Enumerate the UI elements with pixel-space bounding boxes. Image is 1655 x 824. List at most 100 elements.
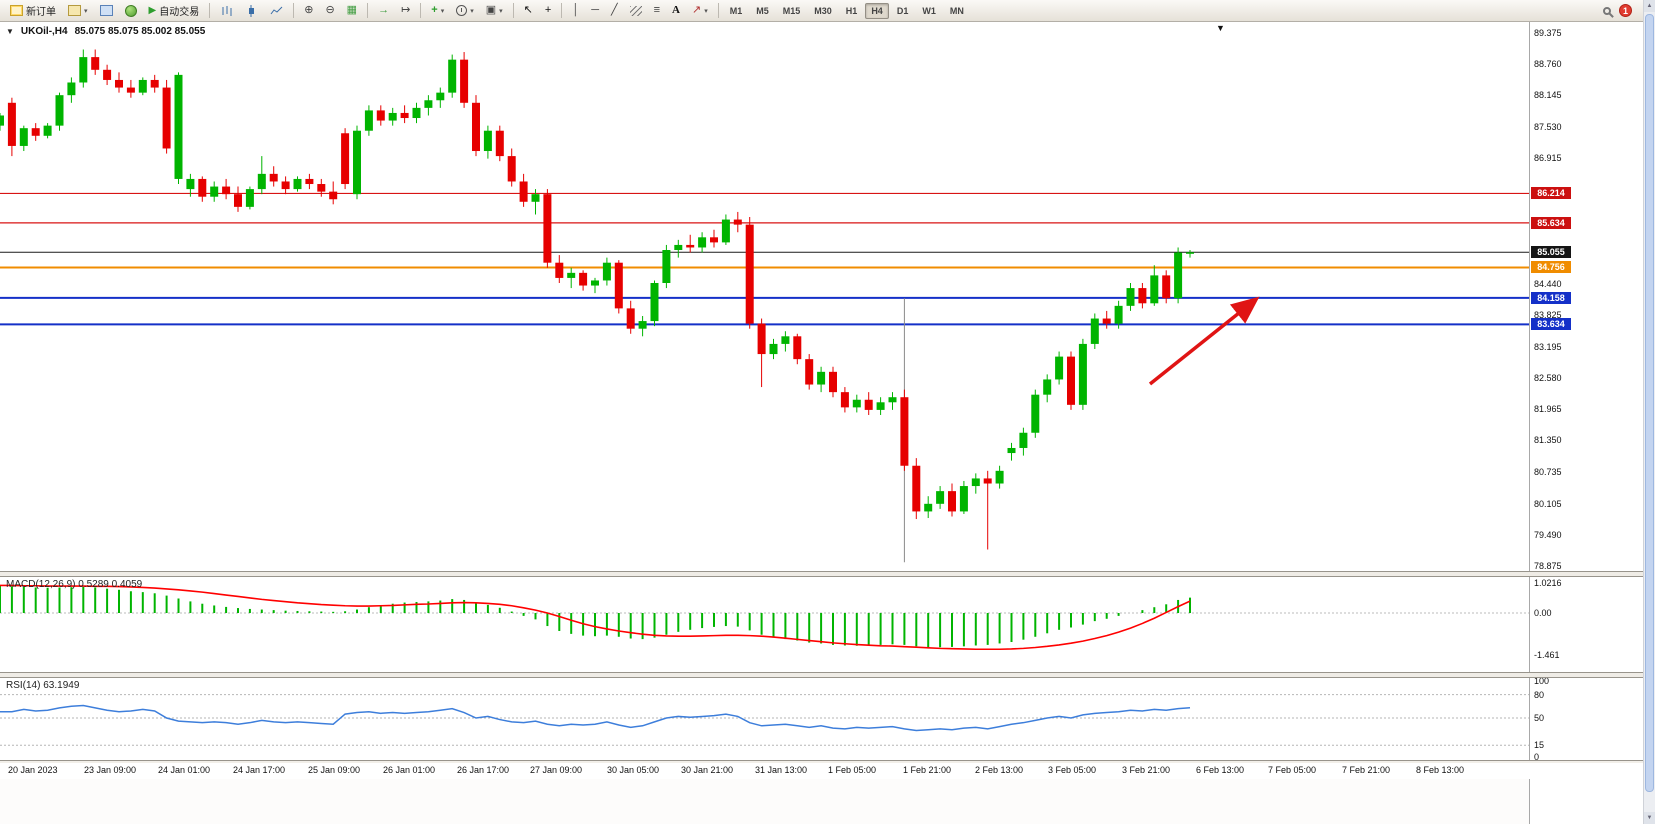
notification-badge[interactable]: 1 <box>1619 4 1632 17</box>
scrollbar-thumb[interactable] <box>1645 14 1654 792</box>
candle-body <box>733 219 742 225</box>
zoom-in-button[interactable]: ⊕ <box>299 2 318 20</box>
timeframe-mn-button[interactable]: MN <box>949 5 964 16</box>
candle-body <box>174 74 183 179</box>
price-tick-label: 81.965 <box>1534 404 1562 415</box>
timeframe-h4-button[interactable]: H4 <box>865 2 889 19</box>
candle-body <box>936 491 945 504</box>
auto-scroll-button[interactable]: → <box>373 2 394 20</box>
zoom-in-icon: ⊕ <box>304 4 314 16</box>
panel-separator[interactable] <box>0 571 1643 577</box>
time-tick-label: 1 Feb 21:00 <box>903 765 952 775</box>
fibonacci-button[interactable]: ≡ <box>649 2 665 20</box>
timeframe-d1-button[interactable]: D1 <box>896 5 909 16</box>
chart-shift-button[interactable]: ↦ <box>396 2 415 20</box>
timeframe-m15-button[interactable]: M15 <box>782 5 801 16</box>
crosshair-button[interactable]: + <box>540 2 556 20</box>
candle-body <box>781 336 790 344</box>
macd-tick-label: 1.0216 <box>1534 578 1562 589</box>
profiles-icon <box>99 5 113 16</box>
template-icon: ▣ <box>485 4 497 16</box>
tile-windows-button[interactable]: ▦ <box>342 2 362 20</box>
candle-body <box>638 321 647 329</box>
templates-button[interactable]: ▣ ▾ <box>481 2 508 20</box>
candle-body <box>721 219 730 243</box>
auto-trading-label: 自动交易 <box>159 7 200 18</box>
horizontal-line-button[interactable]: ─ <box>586 2 604 20</box>
timeframe-m5-button[interactable]: M5 <box>756 5 769 16</box>
profiles-button[interactable] <box>95 2 118 20</box>
candle-body <box>888 397 897 403</box>
auto-trading-button[interactable]: ▶ 自动交易 <box>144 2 205 20</box>
bar-chart-button[interactable] <box>215 2 238 20</box>
trendline-button[interactable]: ╱ <box>606 2 623 20</box>
search-icon[interactable] <box>1603 6 1611 15</box>
candlestick-chart-button[interactable] <box>240 2 263 20</box>
price-tick-label: 88.145 <box>1534 90 1562 101</box>
candle-body <box>43 125 52 136</box>
rsi-tick-label: 15 <box>1534 740 1545 751</box>
price-badge: 84.158 <box>1531 291 1571 304</box>
time-tick-label: 23 Jan 09:00 <box>84 765 137 775</box>
indicators-button[interactable]: + ▾ <box>426 2 449 20</box>
time-tick-label: 30 Jan 05:00 <box>607 765 660 775</box>
price-axis[interactable]: 89.375 88.760 88.145 87.530 86.915 84.440 83.8… <box>1529 0 1643 824</box>
new-order-icon <box>10 5 23 16</box>
panel-separator[interactable] <box>0 672 1643 678</box>
time-tick-label: 7 Feb 05:00 <box>1268 765 1317 775</box>
candle-body <box>567 272 576 278</box>
candle-body <box>126 87 135 93</box>
price-tick-label: 86.915 <box>1534 152 1562 163</box>
alerts-button[interactable] <box>120 2 142 20</box>
line-chart-button[interactable] <box>265 2 288 20</box>
candle-body <box>234 194 242 207</box>
candle-body <box>19 128 28 146</box>
time-tick-label: 8 Feb 13:00 <box>1416 765 1465 775</box>
candle-body <box>507 156 516 182</box>
candle-body <box>924 503 933 512</box>
candle-body <box>257 173 266 190</box>
channel-button[interactable] <box>625 2 647 20</box>
rsi-line <box>0 704 1191 732</box>
one-click-trading-arrow-icon[interactable]: ▼ <box>6 27 14 36</box>
candle-body <box>281 181 290 190</box>
auto-scroll-icon: → <box>378 4 390 16</box>
new-chart-icon <box>68 5 81 16</box>
rsi-tick-label: 80 <box>1534 689 1545 700</box>
chart-shift-marker-icon[interactable]: ▼ <box>1216 23 1225 33</box>
candle-body <box>1138 288 1147 304</box>
candle-body <box>614 262 623 309</box>
scrollbar-down-icon[interactable]: ▼ <box>1644 812 1655 824</box>
vertical-scrollbar[interactable]: ▲ ▼ <box>1643 0 1655 824</box>
status-strip <box>0 779 1643 824</box>
zoom-out-button[interactable]: ⊖ <box>320 2 339 20</box>
candle-body <box>805 359 814 385</box>
timeframe-m30-button[interactable]: M30 <box>814 5 832 16</box>
rsi-tick-label: 100 <box>1534 676 1550 686</box>
candle-body <box>55 95 64 126</box>
new-chart-button[interactable]: ▾ <box>63 2 93 20</box>
cursor-button[interactable]: ↖ <box>519 2 538 20</box>
text-label-button[interactable]: A <box>667 2 685 20</box>
price-tick-label: 87.530 <box>1534 121 1562 132</box>
ohlc-values: 85.075 85.075 85.002 85.055 <box>74 26 206 37</box>
time-tick-label: 24 Jan 17:00 <box>233 765 286 775</box>
timeframe-h1-button[interactable]: H1 <box>845 5 858 16</box>
timeframe-w1-button[interactable]: W1 <box>922 5 936 16</box>
arrows-button[interactable]: ↗ ▾ <box>687 2 713 20</box>
candle-body <box>1055 356 1064 380</box>
periods-button[interactable]: ▾ <box>451 2 479 20</box>
time-axis[interactable]: 20 Jan 2023 23 Jan 09:00 24 Jan 01:00 24 Ja… <box>0 763 1643 779</box>
new-order-button[interactable]: 新订单 <box>5 2 61 20</box>
macd-signal-line <box>0 584 1191 651</box>
candle-body <box>710 237 718 243</box>
scrollbar-up-icon[interactable]: ▲ <box>1644 0 1655 12</box>
vertical-line-button[interactable]: │ <box>567 2 584 20</box>
candle-body <box>305 178 314 185</box>
trend-arrow-annotation[interactable] <box>1148 296 1260 386</box>
candle-body <box>448 59 457 93</box>
chart-title: ▼ UKOil-,H4 85.075 85.075 85.002 85.055 <box>6 26 205 37</box>
timeframe-m1-button[interactable]: M1 <box>729 5 743 16</box>
